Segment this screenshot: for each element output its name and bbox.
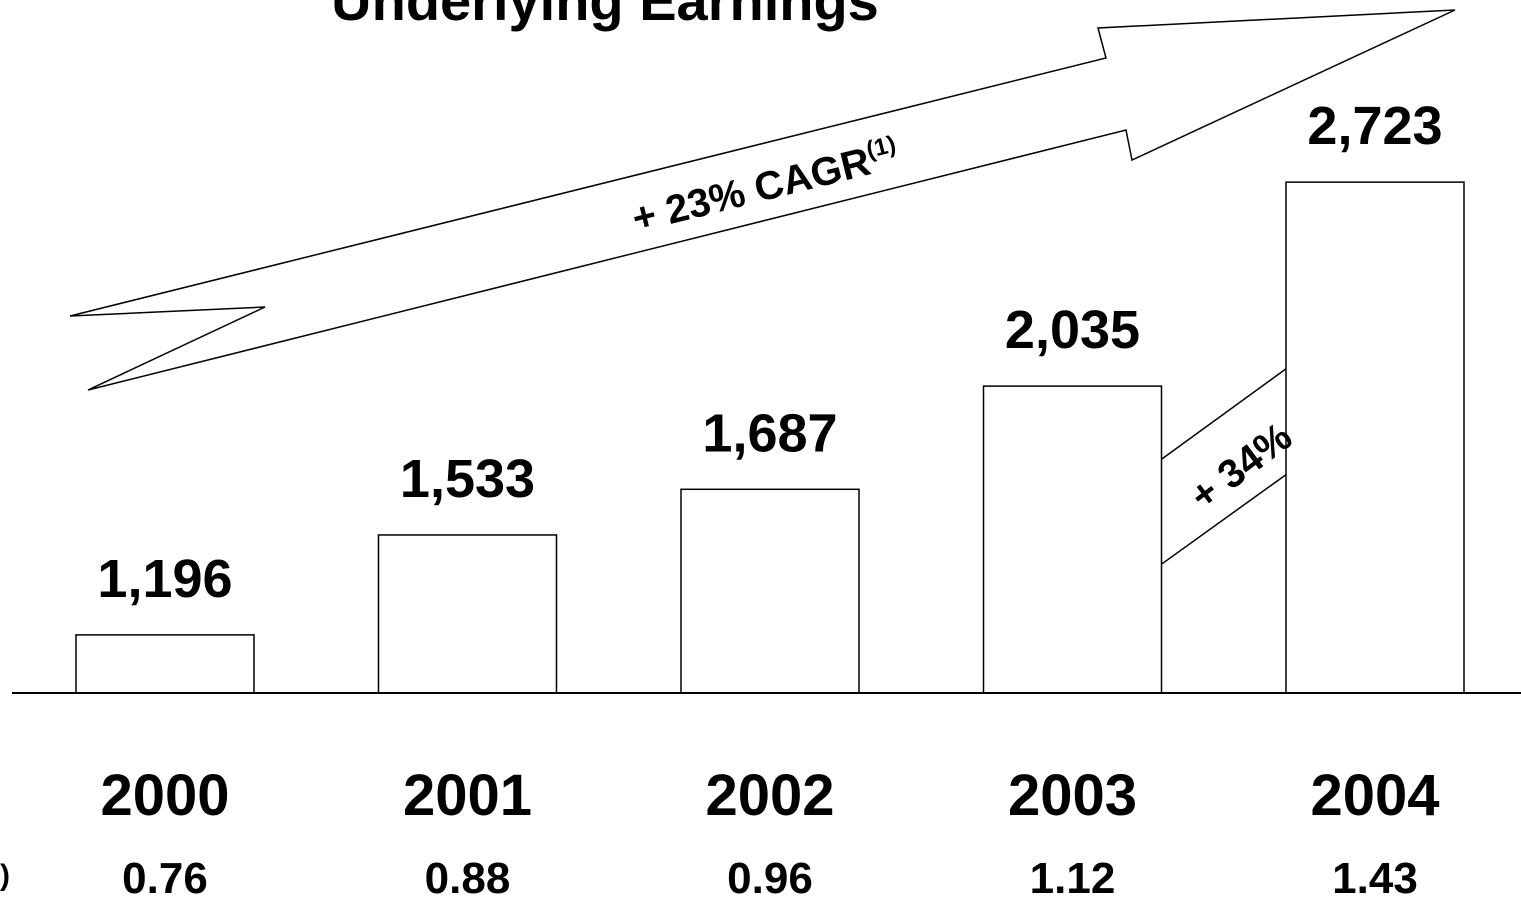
row-value: 1.43 (1332, 854, 1418, 899)
value-label: 2,035 (1005, 300, 1140, 360)
cagr-arrow (69, 9, 1456, 391)
row-value: 1.12 (1030, 854, 1116, 899)
bar (982, 385, 1163, 694)
x-tick-label: 2003 (1008, 763, 1137, 828)
value-label: 1,533 (400, 449, 535, 509)
x-tick-label: 2002 (705, 763, 834, 828)
row-value: 0.96 (727, 854, 813, 899)
bar (377, 534, 558, 694)
row-value: 0.88 (425, 854, 511, 899)
chart-title: Underlying Earnings (331, 0, 879, 32)
value-label: 1,687 (702, 403, 837, 463)
row-label: ) (0, 859, 10, 892)
value-label: 1,196 (97, 549, 232, 609)
bar (1285, 181, 1465, 694)
bar (75, 634, 255, 694)
x-tick-label: 2004 (1310, 763, 1439, 828)
bar (680, 488, 860, 694)
x-tick-label: 2000 (100, 763, 229, 828)
value-label: 2,723 (1307, 96, 1442, 156)
row-value: 0.76 (122, 854, 208, 899)
x-tick-label: 2001 (403, 763, 532, 828)
